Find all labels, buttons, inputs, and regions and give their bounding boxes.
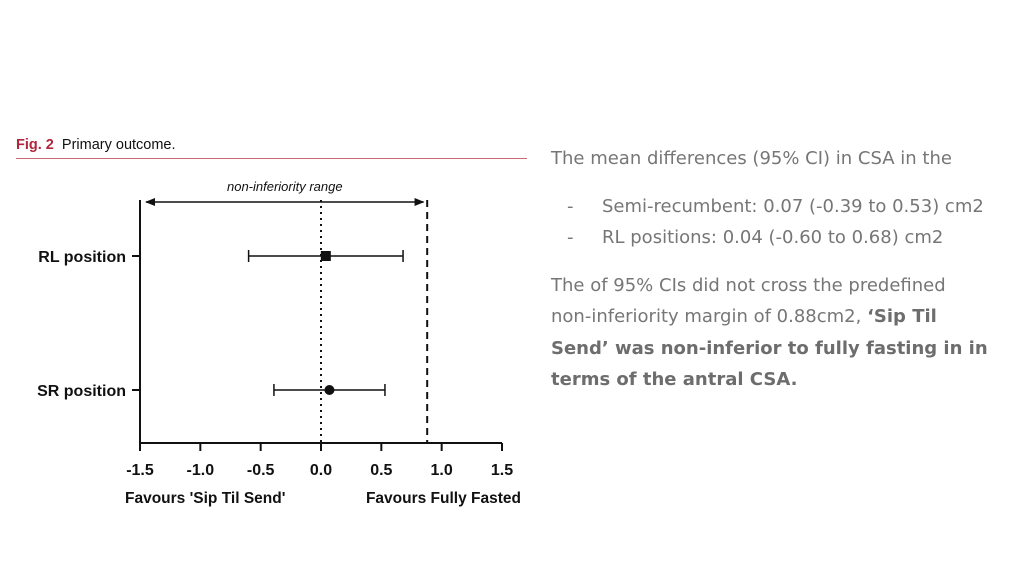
summary-panel: The mean differences (95% CI) in CSA in … [551, 143, 991, 396]
figure-label: Fig. 2 [16, 137, 54, 153]
summary-bullets: Semi-recumbent: 0.07 (-0.39 to 0.53) cm2… [567, 191, 991, 254]
y-category-label: SR position [37, 383, 126, 400]
x-tick-label: -1.5 [126, 462, 154, 479]
point-estimate-circle [324, 385, 335, 395]
summary-conclusion: The of 95% CIs did not cross the predefi… [551, 270, 991, 396]
figure-caption: Fig. 2 Primary outcome. [16, 136, 527, 154]
point-estimate-square [320, 251, 331, 261]
conclusion-text: The of 95% CIs did not cross the predefi… [551, 274, 946, 328]
bullet-rl-positions: RL positions: 0.04 (-0.60 to 0.68) cm2 [567, 222, 991, 254]
x-tick-label: 1.0 [431, 462, 453, 479]
x-label-right: Favours Fully Fasted [366, 490, 521, 507]
range-label: non-inferiority range [227, 179, 343, 194]
x-tick-label: 0.0 [310, 462, 332, 479]
caption-divider [16, 158, 527, 159]
x-tick-label: -0.5 [247, 462, 275, 479]
forest-plot: -1.5 -1.0 -0.5 0.0 0.5 1.0 1.5 non-inferiority … [37, 179, 521, 507]
x-label-left: Favours 'Sip Til Send' [125, 490, 285, 507]
figure-caption-text: Primary outcome. [61, 137, 176, 153]
summary-intro: The mean differences (95% CI) in CSA in … [551, 148, 952, 169]
x-tick-label: 0.5 [370, 462, 392, 479]
y-category-label: RL position [38, 249, 126, 266]
bullet-semi-recumbent: Semi-recumbent: 0.07 (-0.39 to 0.53) cm2 [567, 191, 991, 223]
conclusion-emphasis: ‘Sip Til Send’ was non-inferior to fully… [551, 306, 988, 390]
x-tick-label: -1.0 [187, 462, 215, 479]
x-tick-label: 1.5 [491, 462, 513, 479]
